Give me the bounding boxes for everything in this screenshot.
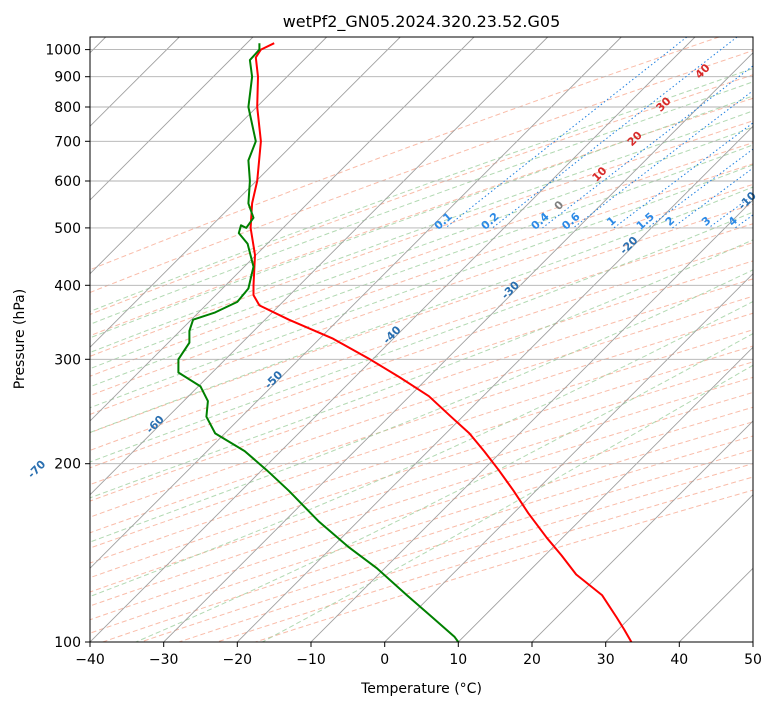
isotherm-line — [457, 346, 753, 642]
x-tick-label: −40 — [75, 652, 105, 668]
chart-title: wetPf2_GN05.2024.320.23.52.G05 — [283, 12, 561, 32]
temperature-line — [249, 42, 633, 642]
y-tick-label: 900 — [54, 70, 81, 86]
y-tick-label: 500 — [54, 221, 81, 237]
mixing-ratio-line — [492, 37, 738, 229]
y-axis-ticks: 1000 900 800 700 600 500 400 300 200 100 — [45, 43, 90, 651]
isotherm-line — [90, 37, 328, 275]
dry-adiabat-line — [90, 223, 753, 451]
moist-adiabat-line — [90, 269, 753, 543]
dry-adiabat-line — [90, 50, 753, 294]
x-tick-label: 0 — [380, 652, 389, 668]
mixing-ratio-line — [672, 167, 753, 229]
y-tick-label: 400 — [54, 278, 81, 294]
x-tick-label: 10 — [449, 652, 467, 668]
x-tick-label: −20 — [223, 652, 253, 668]
y-tick-label: 300 — [54, 352, 81, 368]
x-tick-label: 50 — [744, 652, 762, 668]
mixing-ratio-line — [572, 90, 753, 229]
isotherm-line — [90, 37, 475, 422]
dry-adiabat-line — [90, 329, 753, 549]
y-tick-label: 200 — [54, 457, 81, 473]
isotherm-line — [90, 37, 549, 496]
plot-frame — [89, 36, 754, 643]
dry-adiabat-line — [90, 242, 753, 469]
mixing-ratio-line — [542, 65, 753, 229]
dry-adiabat-line — [90, 361, 753, 579]
y-axis-label: Pressure (hPa) — [12, 289, 28, 389]
moist-adiabat-line — [90, 300, 753, 597]
isotherm-line — [605, 494, 753, 642]
x-axis-ticks: −40 −30 −20 −10 0 10 20 30 40 50 — [75, 642, 762, 668]
isotherm-line — [236, 125, 753, 642]
dry-adiabat-line — [90, 391, 753, 607]
moist-adiabat-line — [90, 186, 753, 434]
moist-adiabat-line — [90, 211, 753, 463]
isotherm-line — [531, 420, 753, 642]
y-tick-label: 100 — [54, 635, 81, 651]
y-tick-label: 1000 — [45, 43, 81, 59]
x-axis-label: Temperature (°C) — [360, 681, 482, 697]
y-tick-label: 700 — [54, 134, 81, 150]
isotherm-line — [384, 273, 753, 642]
x-tick-label: 20 — [523, 652, 541, 668]
x-tick-label: −10 — [296, 652, 326, 668]
dry-adiabat-line — [90, 37, 720, 271]
isotherm-line — [90, 37, 401, 348]
background-grid — [90, 37, 753, 642]
moist-adiabat-line — [90, 239, 753, 499]
dry-adiabat-line — [90, 376, 753, 593]
y-tick-label: 800 — [54, 100, 81, 116]
data-series — [177, 42, 633, 642]
isotherm-line — [90, 37, 622, 569]
dry-adiabat-line — [90, 295, 753, 518]
moist-adiabat-line — [262, 364, 753, 642]
dry-adiabat-line — [90, 203, 753, 434]
x-tick-label: 30 — [597, 652, 615, 668]
isotherm-line — [90, 37, 696, 642]
dry-adiabat-line — [90, 312, 753, 534]
dry-adiabat-line — [90, 345, 753, 564]
y-tick-label: 600 — [54, 174, 81, 190]
dry-adiabat-line — [90, 163, 753, 397]
dry-adiabat-line — [90, 142, 753, 377]
dry-adiabat-line — [90, 97, 753, 337]
x-tick-label: −30 — [149, 652, 179, 668]
isotherm-line — [90, 37, 254, 201]
isotherm-line — [310, 199, 753, 642]
isotherm-line — [163, 52, 753, 642]
dewpoint-line — [177, 43, 460, 642]
dry-adiabat-line — [90, 278, 753, 502]
x-tick-label: 40 — [670, 652, 688, 668]
moist-adiabat-line — [90, 164, 753, 409]
